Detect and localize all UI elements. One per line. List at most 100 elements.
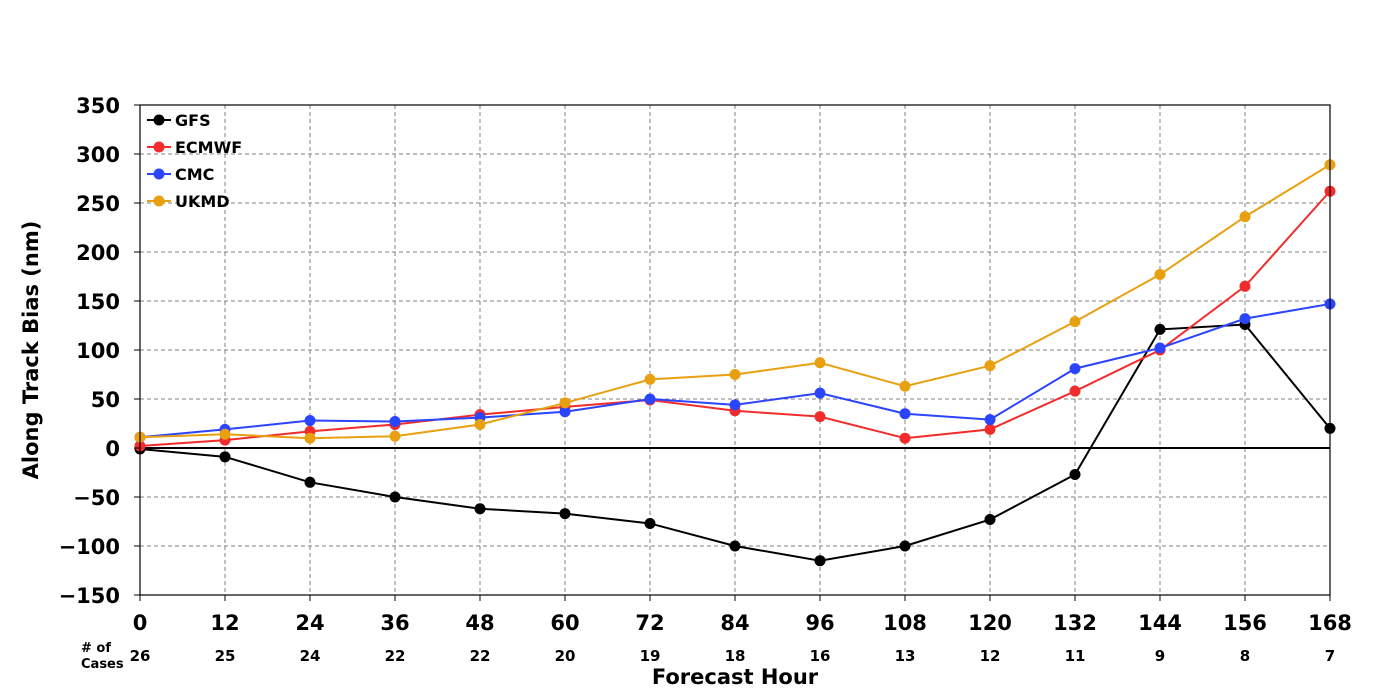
data-point-ecmwf (1239, 280, 1251, 292)
data-point-cmc (729, 399, 741, 411)
data-point-ecmwf (984, 423, 996, 435)
x-tick-label: 156 (1223, 611, 1267, 635)
y-tick-label: −50 (73, 486, 120, 510)
x-tick-label: 120 (968, 611, 1012, 635)
x-tick-label: 144 (1138, 611, 1182, 635)
data-point-ukmd (1154, 269, 1166, 281)
case-count-label: 13 (895, 647, 916, 665)
data-point-ukmd (559, 397, 571, 409)
y-tick-label: 100 (76, 339, 120, 363)
x-tick-label: 168 (1308, 611, 1352, 635)
data-point-gfs (219, 451, 231, 463)
case-count-label: 9 (1155, 647, 1165, 665)
case-count-label: 19 (640, 647, 661, 665)
data-point-gfs (1154, 323, 1166, 335)
data-point-ukmd (389, 430, 401, 442)
x-tick-label: 12 (210, 611, 239, 635)
data-point-gfs (899, 540, 911, 552)
data-point-ukmd (1239, 211, 1251, 223)
legend-item-cmc: CMC (147, 165, 214, 184)
y-axis-title: Along Track Bias (nm) (19, 221, 43, 480)
data-point-gfs (644, 517, 656, 529)
data-point-cmc (899, 408, 911, 420)
y-tick-label: 250 (76, 192, 120, 216)
data-point-ukmd (729, 369, 741, 380)
x-tick-label: 60 (550, 611, 579, 635)
case-count-label: 20 (555, 647, 576, 665)
data-point-gfs (559, 508, 571, 520)
legend-label-ecmwf: ECMWF (175, 138, 242, 157)
y-tick-label: −100 (59, 535, 120, 559)
data-point-ecmwf (814, 411, 826, 423)
x-tick-label: 48 (465, 611, 494, 635)
data-point-gfs (389, 491, 401, 503)
legend-marker-gfs (153, 114, 165, 126)
cases-title-line2: Cases (81, 657, 124, 672)
x-tick-label: 96 (805, 611, 834, 635)
case-count-label: 18 (725, 647, 746, 665)
data-point-cmc (389, 416, 401, 428)
data-point-ukmd (814, 357, 826, 369)
legend-item-ukmd: UKMD (147, 192, 230, 211)
legend-label-cmc: CMC (175, 165, 214, 184)
y-tick-label: 350 (76, 94, 120, 118)
data-point-ukmd (644, 373, 656, 385)
x-tick-label: 108 (883, 611, 927, 635)
data-point-gfs (984, 514, 996, 526)
y-axis-ticks: −150 −100 −50 0 50 100 150 200 250 300 350 (59, 94, 140, 608)
data-point-ukmd (304, 432, 316, 444)
data-point-cmc (984, 414, 996, 426)
x-tick-label: 24 (295, 611, 324, 635)
y-tick-label: 200 (76, 241, 120, 265)
cases-title-line1: # of (81, 641, 111, 656)
data-point-gfs (474, 503, 486, 515)
x-tick-label: 0 (133, 611, 148, 635)
data-point-ukmd (1069, 316, 1081, 328)
case-count-label: 22 (470, 647, 491, 665)
data-point-gfs (729, 540, 741, 552)
data-point-cmc (1154, 342, 1166, 354)
x-axis-title: Forecast Hour (652, 665, 819, 689)
x-axis-ticks: 0 12 24 36 48 60 72 84 96 108 120 132 144 156 168 (133, 595, 1352, 635)
case-count-label: 16 (810, 647, 831, 665)
data-point-gfs (304, 476, 316, 488)
x-tick-label: 132 (1053, 611, 1097, 635)
data-point-cmc (559, 406, 571, 418)
y-tick-label: 150 (76, 290, 120, 314)
data-point-ukmd (899, 380, 911, 392)
data-point-ecmwf (1069, 385, 1081, 397)
y-tick-label: 300 (76, 143, 120, 167)
case-count-label: 26 (130, 647, 151, 665)
y-tick-label: 50 (91, 388, 120, 412)
data-point-ukmd (984, 360, 996, 372)
data-point-cmc (814, 387, 826, 399)
case-count-label: 24 (300, 647, 321, 665)
x-tick-label: 84 (720, 611, 749, 635)
data-point-ukmd (219, 428, 231, 440)
legend-marker-ecmwf (153, 141, 165, 153)
case-count-label: 12 (980, 647, 1001, 665)
data-point-ecmwf (899, 432, 911, 444)
legend-item-ecmwf: ECMWF (147, 138, 242, 157)
y-tick-label: −150 (59, 584, 120, 608)
legend: GFS ECMWF CMC UKMD (147, 111, 242, 211)
series-layer (134, 159, 1336, 567)
case-count-label: 11 (1065, 647, 1086, 665)
data-point-ukmd (474, 418, 486, 430)
data-point-gfs (814, 555, 826, 567)
legend-marker-ukmd (153, 195, 165, 207)
x-tick-label: 72 (635, 611, 664, 635)
cases-row: # of Cases 26 25 24 22 22 20 19 18 16 13 12 11 9 8 7 (81, 641, 1335, 672)
x-tick-label: 36 (380, 611, 409, 635)
legend-marker-cmc (153, 168, 165, 180)
case-count-label: 8 (1240, 647, 1250, 665)
data-point-gfs (1069, 468, 1081, 480)
y-tick-label: 0 (105, 437, 120, 461)
legend-label-ukmd: UKMD (175, 192, 230, 211)
data-point-cmc (644, 393, 656, 405)
legend-item-gfs: GFS (147, 111, 211, 130)
data-point-cmc (1239, 313, 1251, 325)
case-count-label: 22 (385, 647, 406, 665)
legend-label-gfs: GFS (175, 111, 211, 130)
